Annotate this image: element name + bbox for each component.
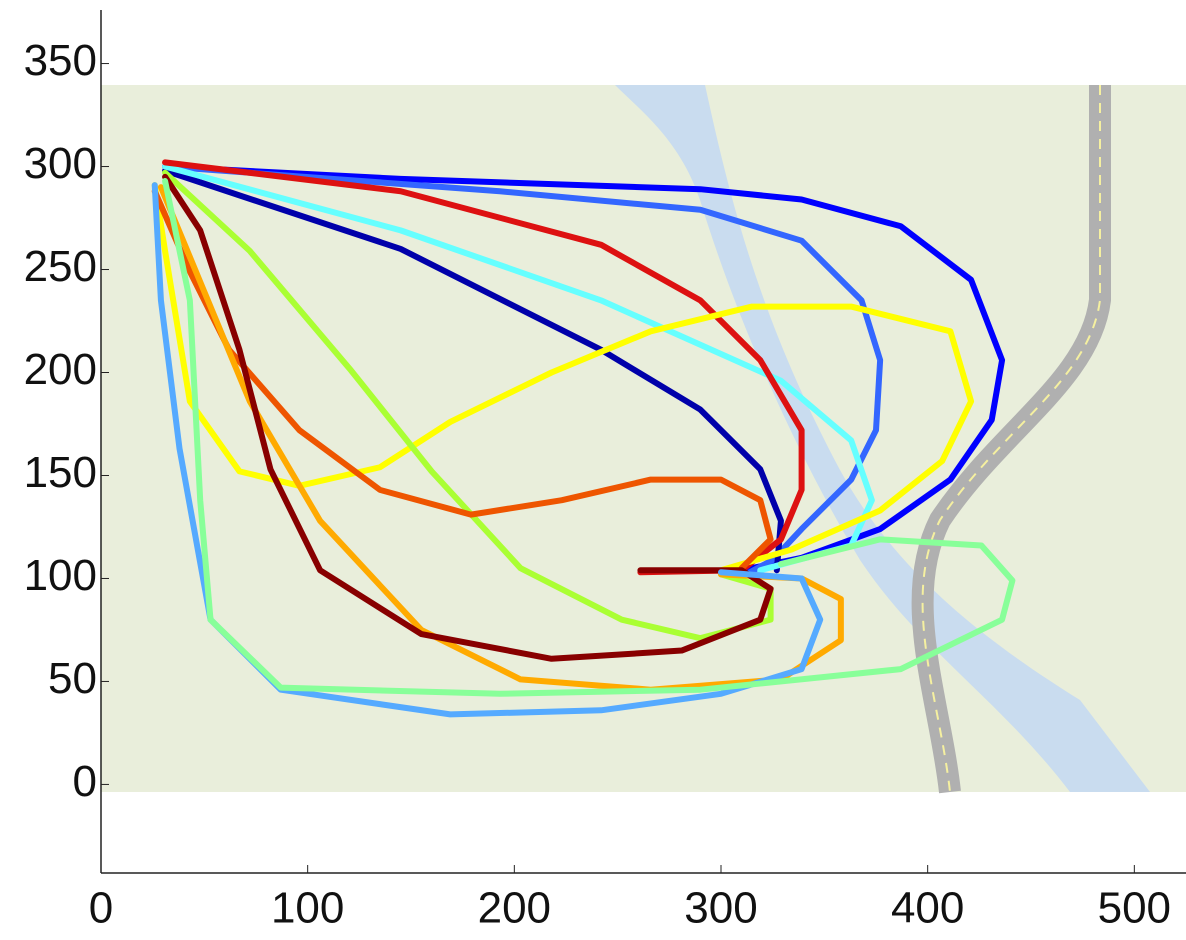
x-tick-label: 0 <box>89 884 113 933</box>
y-tick-label: 200 <box>24 345 97 394</box>
y-tick-label: 350 <box>24 36 97 85</box>
y-tick-label: 300 <box>24 139 97 188</box>
y-tick-label: 0 <box>73 757 97 806</box>
chart: 0 100 200 300 400 500 0 50 100 150 200 250 300 350 <box>0 0 1186 940</box>
y-tick-label: 150 <box>24 448 97 497</box>
x-tick-label: 100 <box>271 884 344 933</box>
y-tick-label: 50 <box>48 654 97 703</box>
x-tick-label: 200 <box>478 884 551 933</box>
y-tick-label: 250 <box>24 242 97 291</box>
x-tick-label: 400 <box>891 884 964 933</box>
page: {"chart_data": {"type": "line", "xlim": … <box>0 0 1186 940</box>
y-tick-label: 100 <box>24 551 97 600</box>
x-tick-label: 500 <box>1098 884 1171 933</box>
x-tick-label: 300 <box>684 884 757 933</box>
